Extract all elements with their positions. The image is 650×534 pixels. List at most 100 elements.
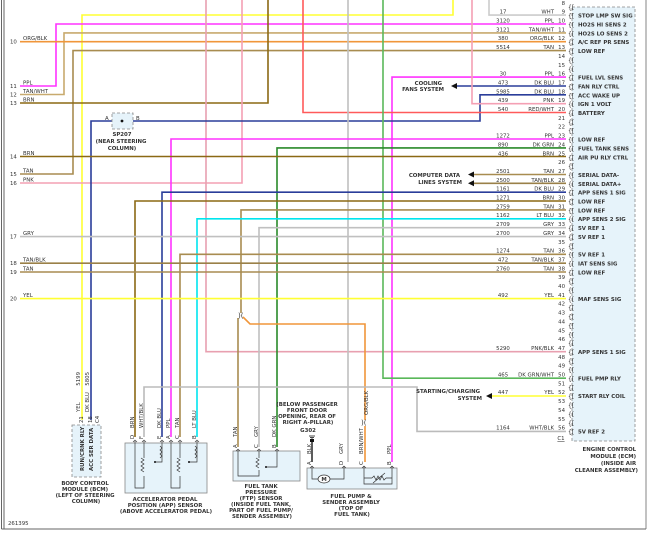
ecm-wire-color: TAN xyxy=(542,204,554,210)
left-wire-color: ORG/BLK xyxy=(23,36,48,42)
splice-sp207[interactable]: A B SP207 (NEAR STEERING COLUMN) xyxy=(96,112,149,152)
ecm-pin-number: 13 xyxy=(558,45,565,51)
ground-id: G302 xyxy=(300,428,316,434)
bcm-pins-0-function: RUN/CRNK RLY xyxy=(80,427,86,471)
wire-ppl-1272 xyxy=(170,138,566,437)
ecm-pin-row: 53{[ xyxy=(558,399,574,410)
ecm-pin-row: 17{[473 DK BLU FAN RLY CTRL xyxy=(498,80,620,91)
ecm-pin-number: 41 xyxy=(558,293,565,299)
ecm-pin-row: 38{[2760 TAN LOW REF xyxy=(496,266,605,277)
fuel-pump-title-lines-0: FUEL PUMP & xyxy=(330,494,372,500)
terminal-icon xyxy=(256,448,262,452)
fuel-pump-assembly[interactable]: A BLK D GRY C BRN/WHT B PPL M FUEL PUMP & SENDE… xyxy=(306,390,398,518)
ecm-circuit-number: 3120 xyxy=(496,19,510,25)
ecm-pin-row: 25{[436 BRN AIR PU RLY CTRL xyxy=(498,151,629,162)
ftp-sensor[interactable]: A TAN C GRY B DK GRN FUEL TANK PRESSURE (FTP)… xyxy=(229,416,301,520)
ftp-sensor-title-lines-0: FUEL TANK xyxy=(244,484,278,490)
pin-wire-color: GRY xyxy=(254,425,260,437)
ecm-pin-function: LOW REF xyxy=(578,49,605,55)
arrow-left-icon xyxy=(451,83,457,89)
connector-terminal-icon: {[ xyxy=(568,137,574,144)
connector-terminal-icon: {[ xyxy=(568,31,574,38)
ecm-pin-row: 47{[5290 PNK/BLK APP SENS 1 SIG xyxy=(496,346,626,357)
ecm-circuit-number: 1271 xyxy=(496,196,510,202)
ecm-pin-row: 23{[1272 PPL LOW REF xyxy=(496,134,605,145)
pin-wire-color: DK GRN xyxy=(272,416,278,437)
ecm-wire-color: BRN xyxy=(543,196,554,202)
connector-terminal-icon: {[ xyxy=(568,172,574,179)
terminal-icon xyxy=(168,439,174,443)
bcm-module[interactable]: 5199 5805 YEL DK BLU 21 18 C4 RUN/CRNK R… xyxy=(56,371,117,505)
connector-terminal-icon: {[ xyxy=(568,420,574,427)
ecm-circuit-number: 5985 xyxy=(496,89,510,95)
connector-terminal-icon: {[ xyxy=(568,57,574,64)
ecm-pin-number: 47 xyxy=(558,346,565,352)
left-wire-number: 20 xyxy=(10,297,17,303)
connector-terminal-icon: {[ xyxy=(568,208,574,215)
ecm-circuit-number: 1162 xyxy=(496,213,510,219)
terminal-icon xyxy=(235,448,241,452)
ecm-pin-number: 45 xyxy=(558,328,565,334)
ecm-circuit-number: 472 xyxy=(498,257,508,263)
left-wire-label: 20 YEL xyxy=(10,293,33,303)
connector-terminal-icon: {[ xyxy=(568,252,574,259)
dest-cooling-fans[interactable]: COOLING FANS SYSTEM xyxy=(402,81,444,93)
pin-letter: A xyxy=(233,444,239,448)
ecm-circuit-number: 2709 xyxy=(496,222,510,228)
ecm-pin-number: 15 xyxy=(558,63,565,69)
left-wire-number: 13 xyxy=(10,101,17,107)
connector-terminal-icon: {[ xyxy=(568,234,574,241)
wire-wht-17 xyxy=(488,0,566,16)
connector-terminal-icon: {[ xyxy=(568,358,574,365)
left-wire-label: 17 GRY xyxy=(10,231,35,241)
ecm-pin-row: 43{[ xyxy=(558,311,574,322)
ground-g302[interactable]: (BELOW PASSENGER FRONT DOOR OPENING, REA… xyxy=(276,402,339,442)
ecm-circuit-number: 1274 xyxy=(496,249,510,255)
svg-text:(NEAR STEERING COLUMN): (NEAR STEERING COLUMN) xyxy=(96,139,149,152)
ecm-pin-number: 52 xyxy=(558,390,565,396)
ecm-wire-color: GRY xyxy=(543,222,555,228)
ecm-pin-row: 13{[5514 TAN LOW REF xyxy=(496,45,605,56)
ecm-pin-function: LOW REF xyxy=(578,200,605,206)
potentiometer-icon xyxy=(140,445,198,473)
connector-terminal-icon: {[ xyxy=(568,394,574,401)
wire-pnk-left16 xyxy=(20,0,243,184)
splice-pin-a: A xyxy=(105,116,109,122)
wire-ppl-30 xyxy=(391,76,566,462)
ecm-circuit-number: 1164 xyxy=(496,426,510,432)
ecm-circuit-number: 1161 xyxy=(496,187,510,193)
ecm-pin-number: 12 xyxy=(558,36,565,42)
dest-computer-data-lines[interactable]: COMPUTER DATA LINES SYSTEM xyxy=(409,173,462,186)
connector-terminal-icon: {[ xyxy=(568,75,574,82)
left-wire-label: 16 PNK xyxy=(10,178,34,188)
ecm-pin-number: 16 xyxy=(558,72,565,78)
ecm-pin-number: 26 xyxy=(558,160,565,166)
left-wire-number: 11 xyxy=(10,84,17,90)
fuel-pump-title-lines-3: FUEL TANK) xyxy=(334,512,370,518)
ground-location-lines-1: FRONT DOOR xyxy=(287,408,328,414)
wire-pnk-439 xyxy=(471,0,566,105)
app-sensor-title-lines-2: (ABOVE ACCELERATOR PEDAL) xyxy=(120,509,212,515)
pin-letter: E xyxy=(157,435,163,439)
ecm-circuit-number: 3121 xyxy=(496,27,510,33)
terminal-icon xyxy=(274,448,280,452)
left-wire-labels: 10 ORG/BLK 11 PPL 12 TAN/WHT 13 BRN 14 BRN 15 TAN 16… xyxy=(10,36,49,302)
wire-orgblk-pump xyxy=(242,316,366,462)
left-wire-label: 19 TAN xyxy=(10,267,34,277)
terminal-icon xyxy=(159,439,165,443)
ecm-wire-color: PPL xyxy=(544,134,554,140)
ecm-wire-color: GRY xyxy=(543,231,555,237)
ecm-wire-color: TAN/BLK xyxy=(530,257,554,263)
splice-location-lines-1: COLUMN) xyxy=(108,146,137,152)
ecm-pin-number: 51 xyxy=(558,381,565,387)
dest-starting-charging[interactable]: STARTING/CHARGING SYSTEM xyxy=(416,389,482,402)
ecm-pin-row: 27{[2501 TAN SERIAL DATA- xyxy=(496,169,619,180)
app-sensor[interactable]: D BRN F WHT/BLK E DK BLU A PPL C TAN B LT BLU ACCEL… xyxy=(120,403,212,515)
ecm-pin-number: 42 xyxy=(558,302,565,308)
connector-terminal-icon: {[ xyxy=(568,279,574,286)
left-wire-label: 12 TAN/WHT xyxy=(10,89,49,99)
inline-connector-icon: )( xyxy=(361,419,367,427)
ecm-pin-number: 46 xyxy=(558,337,565,343)
ecm-wire-color: TAN xyxy=(542,266,554,272)
